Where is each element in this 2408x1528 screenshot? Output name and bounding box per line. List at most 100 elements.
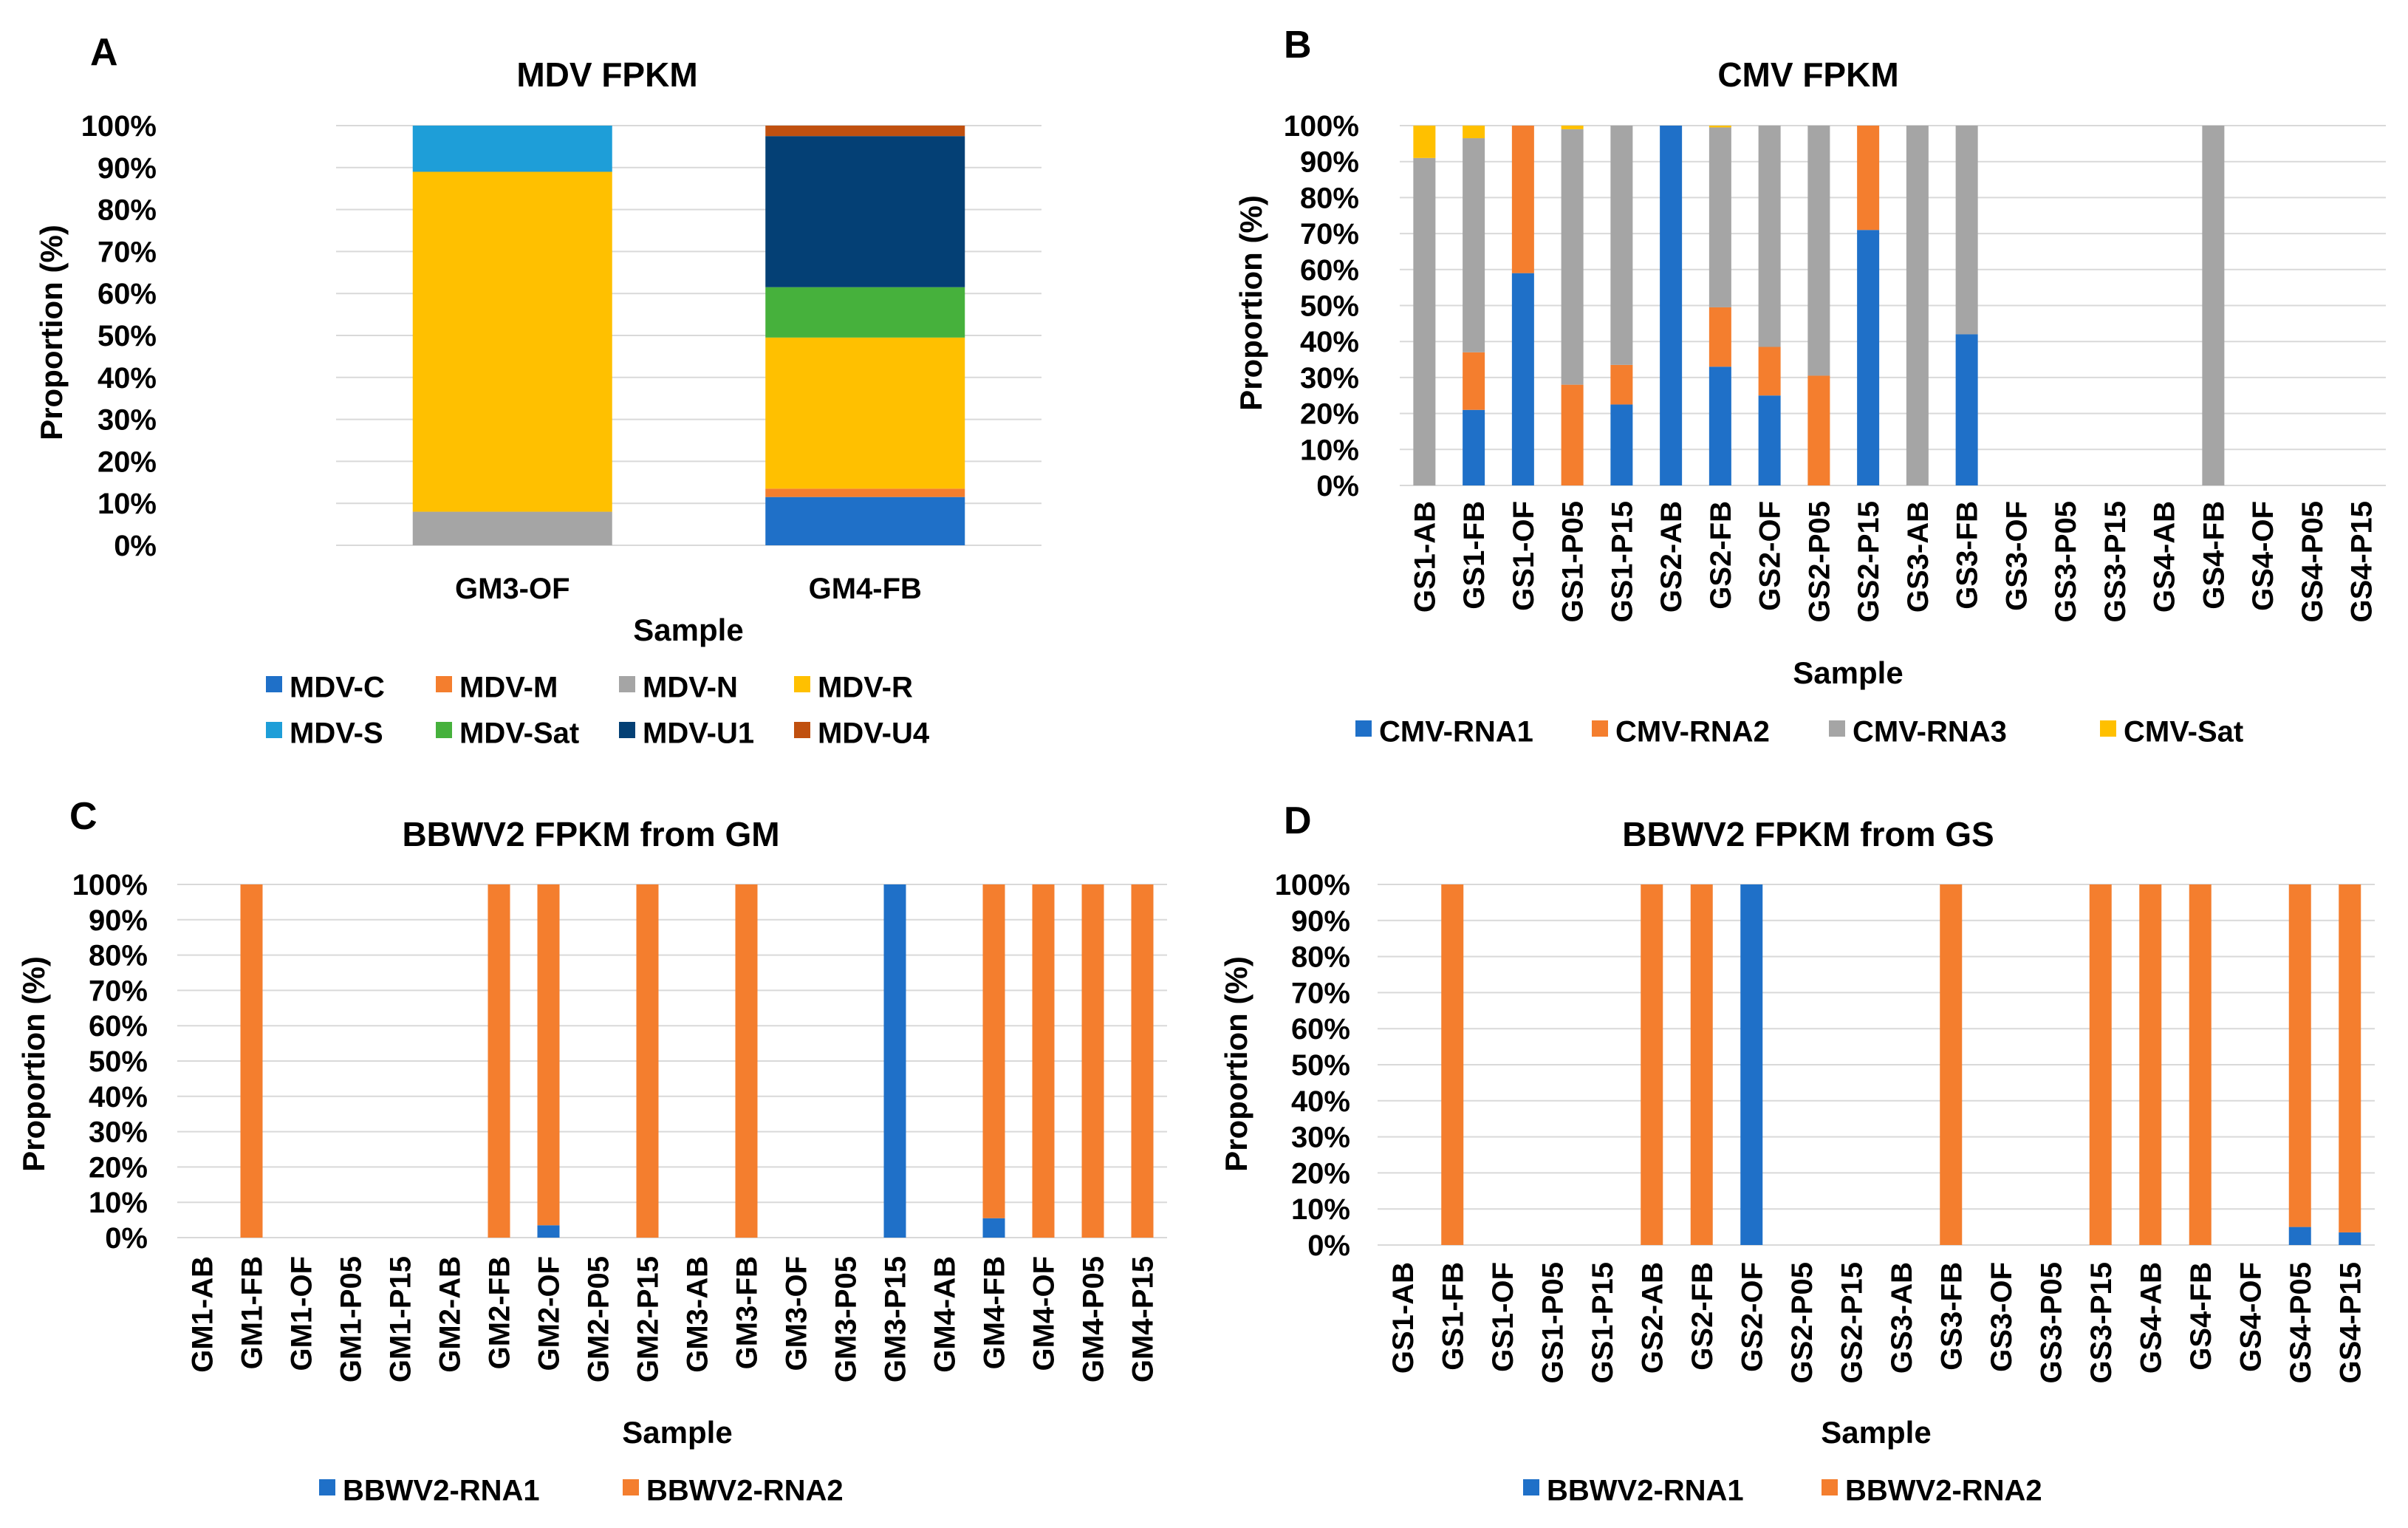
legend-swatch (794, 676, 810, 692)
x-tick-label: GS2-P15 (1836, 1262, 1868, 1384)
bar-segment-bbwv2-rna2-gs2-fb (1690, 884, 1713, 1245)
y-tick-label: 20% (98, 446, 157, 478)
x-tick-label: GS3-AB (1886, 1262, 1918, 1374)
x-tick-label: GM1-AB (187, 1256, 219, 1373)
x-tick-label: GM3-P05 (830, 1256, 863, 1382)
bar-segment-mdv-m-gm4-fb (765, 488, 965, 497)
x-tick-label: GS2-AB (1636, 1262, 1669, 1374)
x-tick-label: GM3-OF (781, 1256, 813, 1371)
y-tick-label: 0% (1307, 1229, 1350, 1262)
bar-segment-cmv-rna3-gs3-ab (1906, 126, 1929, 485)
bar-segment-cmv-rna3-gs1-p05 (1561, 129, 1584, 385)
y-tick-label: 80% (1300, 182, 1359, 214)
x-tick-label: GM2-FB (484, 1256, 516, 1369)
y-tick-label: 30% (1300, 362, 1359, 395)
bar-segment-bbwv2-rna2-gs4-fb (2189, 884, 2212, 1245)
x-tick-label: GM4-FB (979, 1256, 1011, 1369)
panel-label-b: B (1284, 24, 1312, 66)
y-tick-label: 90% (98, 152, 157, 185)
legend-b: CMV-RNA1 CMV-RNA2 CMV-RNA3 CMV-Sat (1355, 716, 2243, 748)
bar-segment-cmv-rna3-gs3-fb (1955, 126, 1978, 335)
legend-d: BBWV2-RNA1 BBWV2-RNA2 (1523, 1475, 2042, 1507)
grid-c (177, 884, 1167, 1238)
x-tick-label: GS3-AB (1902, 501, 1935, 613)
x-tick-label: GS1-P05 (1557, 501, 1590, 623)
bar-segment-cmv-rna1-gs2-of (1758, 395, 1781, 485)
x-tick-label: GS1-P05 (1536, 1262, 1569, 1384)
x-tick-label: GS4-P15 (2334, 1262, 2367, 1384)
y-tick-label: 80% (89, 940, 148, 972)
legend-swatch (619, 722, 635, 738)
bar-segment-cmv-rna1-gs2-fb (1708, 366, 1731, 485)
x-tick-labels-b: GS1-AB GS1-FB GS1-OF GS1-P05 GS1-P15 GS2-AB GS… (1409, 501, 2378, 623)
grid-b (1400, 125, 2386, 486)
bar-segment-cmv-rna2-gs1-p05 (1561, 384, 1584, 485)
bar-segment-cmv-rna3-gs1-p15 (1610, 126, 1633, 365)
legend-a: MDV-C MDV-M MDV-N MDV-R MDV-S MDV-Sat MDV-U1 MD… (266, 672, 930, 750)
x-tick-label: GS3-P15 (2085, 1262, 2118, 1384)
legend-label: MDV-N (643, 672, 738, 704)
bar-segment-bbwv2-rna2-gm1-fb (240, 884, 263, 1238)
legend-label: BBWV2-RNA2 (646, 1475, 844, 1507)
y-tick-label: 70% (98, 236, 157, 268)
y-tick-label: 80% (98, 194, 157, 227)
bar-segment-bbwv2-rna2-gm2-p15 (636, 884, 659, 1238)
x-tick-label: GM1-OF (286, 1256, 318, 1371)
x-tick-label: GS3-FB (1952, 501, 1984, 610)
x-tick-label: GM4-AB (929, 1256, 962, 1373)
y-tick-label: 70% (89, 975, 148, 1007)
bar-segment-bbwv2-rna1-gm3-p15 (883, 884, 906, 1238)
y-axis-label-d: Proportion (%) (1219, 956, 1253, 1172)
y-tick-label: 100% (1275, 869, 1350, 901)
x-tick-label: GS1-OF (1487, 1262, 1519, 1372)
chart-title-d: BBWV2 FPKM from GS (1622, 815, 1994, 853)
bar-segment-bbwv2-rna2-gs4-p05 (2288, 884, 2311, 1227)
x-tick-label: GM2-P05 (583, 1256, 615, 1382)
x-tick-label: GM4-P15 (1127, 1256, 1160, 1382)
y-tick-label: 40% (89, 1081, 148, 1113)
y-tick-label: 10% (89, 1187, 148, 1219)
y-tick-label: 20% (1291, 1157, 1350, 1190)
y-tick-label: 10% (98, 488, 157, 520)
bar-segment-mdv-s-gm3-of (412, 126, 612, 172)
bar-segment-bbwv2-rna2-gm2-of (537, 884, 560, 1226)
bar-segment-cmv-rna2-gs1-p15 (1610, 364, 1633, 405)
y-tick-label: 100% (1284, 110, 1359, 143)
bar-segment-cmv-rna3-gs2-of (1758, 126, 1781, 347)
bar-segment-cmv-rna1-gs3-fb (1955, 334, 1978, 485)
legend-label: CMV-Sat (2124, 716, 2243, 748)
y-tick-label: 70% (1291, 977, 1350, 1009)
bar-segment-mdv-u1-gm4-fb (765, 136, 965, 287)
x-tick-label: GS2-OF (1736, 1262, 1768, 1372)
bar-segment-cmv-sat-gs1-p05 (1561, 126, 1584, 129)
legend-label: MDV-R (818, 672, 913, 704)
bar-segment-mdv-r-gm3-of (412, 171, 612, 512)
x-tick-label: GM2-P15 (632, 1256, 665, 1382)
bar-segment-bbwv2-rna1-gs4-p05 (2288, 1227, 2311, 1245)
x-tick-label: GM3-FB (731, 1256, 764, 1369)
y-tick-label: 60% (89, 1010, 148, 1043)
y-tick-label: 20% (1300, 398, 1359, 431)
legend-label: BBWV2-RNA1 (343, 1475, 540, 1507)
y-tick-label: 40% (1291, 1085, 1350, 1118)
bar-segment-bbwv2-rna2-gs3-fb (1940, 884, 1963, 1245)
y-tick-label: 90% (89, 904, 148, 937)
y-tick-label: 10% (1300, 434, 1359, 466)
bar-segment-cmv-rna3-gs1-fb (1463, 138, 1485, 352)
x-tick-label: GS3-FB (1935, 1262, 1968, 1371)
y-tick-labels-a: 0% 10% 20% 30% 40% 50% 60% 70% 80% 90% 100% (81, 110, 157, 562)
bar-segment-mdv-u4-gm4-fb (765, 126, 965, 137)
x-tick-label: GS4-P05 (2296, 501, 2329, 623)
y-tick-label: 50% (1291, 1049, 1350, 1082)
x-axis-label-b: Sample (1793, 655, 1903, 690)
y-tick-label: 100% (72, 869, 148, 901)
legend-swatch (266, 722, 282, 738)
x-tick-labels-a: GM3-OF GM4-FB (455, 573, 922, 605)
y-tick-label: 50% (98, 320, 157, 352)
y-tick-label: 100% (81, 110, 157, 143)
legend-label: BBWV2-RNA2 (1845, 1475, 2042, 1507)
bar-segment-bbwv2-rna2-gm4-p05 (1081, 884, 1104, 1238)
grid-d (1378, 884, 2375, 1246)
x-tick-label: GS3-OF (1985, 1262, 2018, 1372)
bar-segment-cmv-rna3-gs2-fb (1708, 127, 1731, 307)
